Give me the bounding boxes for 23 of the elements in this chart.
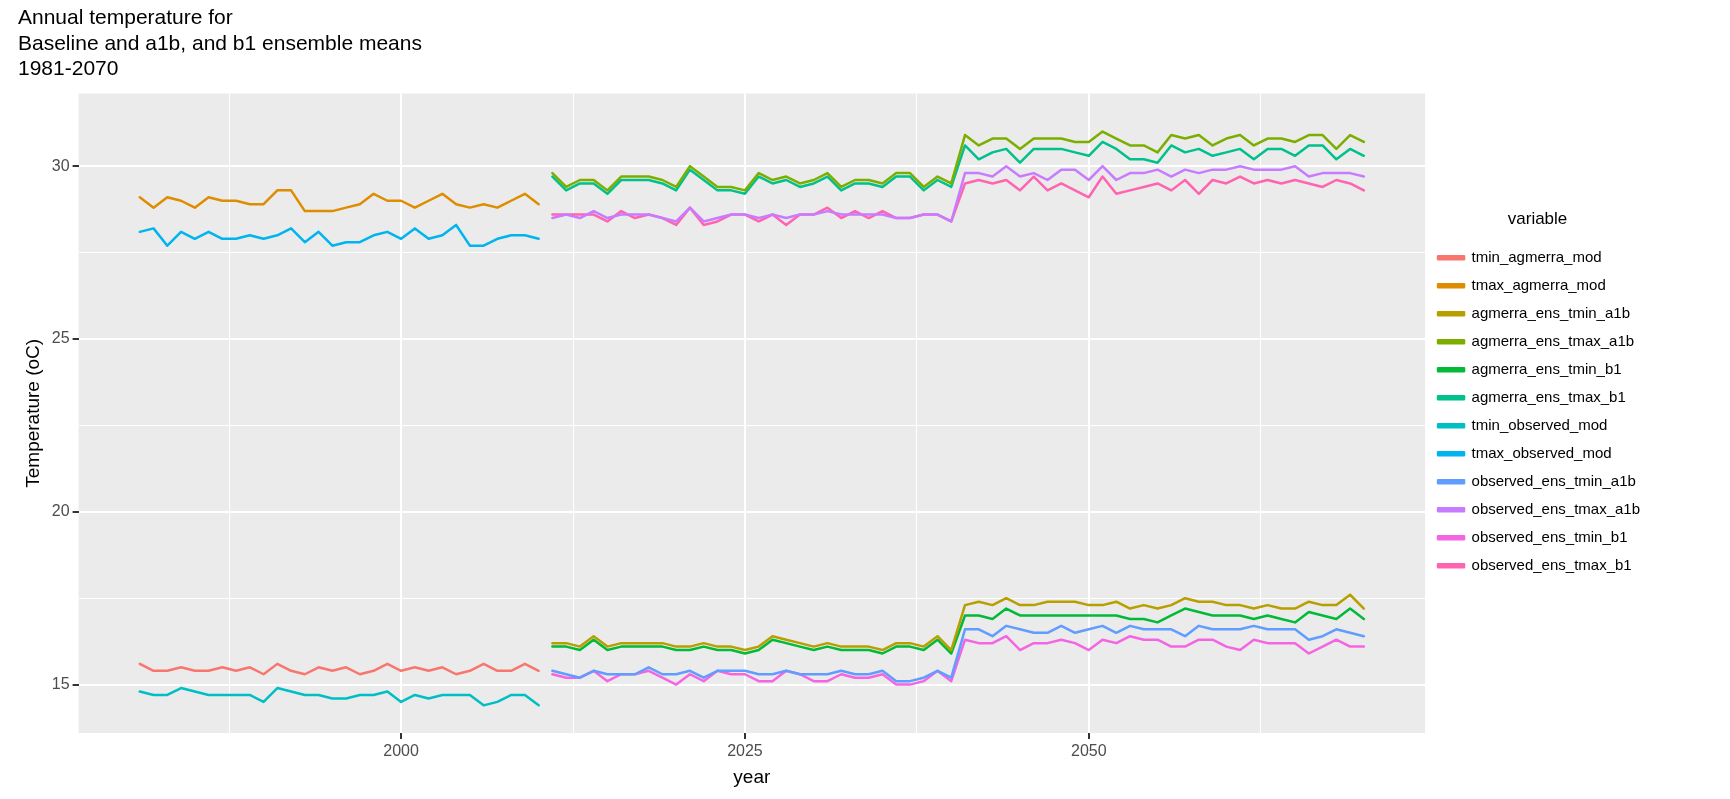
legend-label: agmerra_ens_tmax_b1	[1471, 387, 1626, 405]
legend-label: tmax_observed_mod	[1471, 443, 1612, 461]
legend-label: tmax_agmerra_mod	[1471, 275, 1606, 293]
legend-label: observed_ens_tmin_b1	[1471, 527, 1628, 545]
legend-label: agmerra_ens_tmin_b1	[1471, 359, 1622, 377]
legend-label: tmin_agmerra_mod	[1471, 247, 1602, 265]
legend-label: tmin_observed_mod	[1471, 415, 1608, 433]
legend-title: variable	[1507, 208, 1568, 228]
legend-label: agmerra_ens_tmin_a1b	[1471, 303, 1630, 321]
y-tick-label: 30	[51, 156, 70, 174]
y-axis-title: Temperature (oC)	[21, 338, 43, 488]
y-tick-label: 20	[51, 502, 70, 520]
x-tick-label: 2000	[383, 742, 420, 760]
chart-title: Annual temperature for Baseline and a1b, and b1 ensemble means 1981-2070	[18, 5, 422, 79]
legend-label: observed_ens_tmin_a1b	[1471, 471, 1636, 489]
y-tick-label: 15	[51, 675, 70, 693]
x-tick-label: 2050	[1070, 742, 1107, 760]
legend-label: observed_ens_tmax_b1	[1471, 555, 1632, 573]
y-tick-label: 25	[51, 329, 70, 347]
legend-label: observed_ens_tmax_a1b	[1471, 499, 1640, 517]
x-tick-label: 2025	[727, 742, 763, 760]
x-axis-title: year	[733, 765, 771, 787]
legend-label: agmerra_ens_tmax_a1b	[1471, 331, 1635, 349]
